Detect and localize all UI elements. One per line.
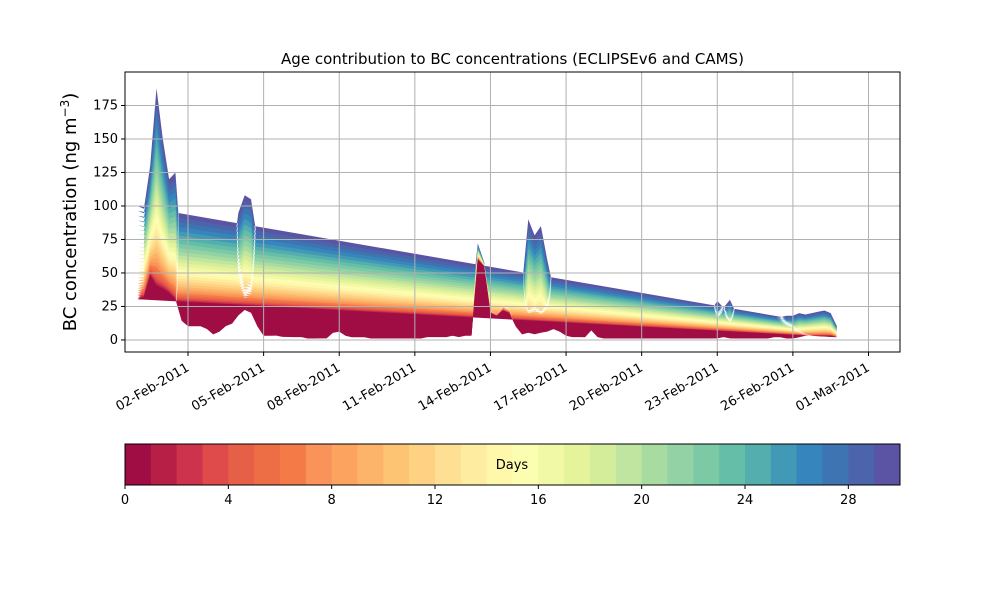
y-tick-label: 100 <box>93 199 118 214</box>
colorbar-tick-label: 8 <box>328 493 336 508</box>
y-axis-label-close: ) <box>60 93 81 100</box>
colorbar-cell <box>874 444 901 485</box>
colorbar-tick-label: 12 <box>427 493 444 508</box>
colorbar-cell <box>202 444 229 485</box>
colorbar-cell <box>745 444 772 485</box>
y-tick-label: 125 <box>93 165 118 180</box>
colorbar-ticks: 0 4 8 12 16 20 24 28 <box>121 485 857 508</box>
colorbar-cell <box>486 444 513 485</box>
y-tick-label: 75 <box>101 232 118 247</box>
y-tick-label: 25 <box>101 299 118 314</box>
y-tick-label: 150 <box>93 132 118 147</box>
y-axis-ticks: 0 25 50 75 100 125 150 175 <box>93 98 125 348</box>
colorbar-label: Days <box>496 458 529 473</box>
colorbar-cell <box>590 444 617 485</box>
colorbar-cells <box>125 444 901 485</box>
age-band-area <box>137 259 838 339</box>
colorbar: Days 0 4 8 12 16 20 24 28 <box>121 443 901 508</box>
colorbar-cell <box>254 444 281 485</box>
y-tick-label: 175 <box>93 98 118 113</box>
y-tick-label: 0 <box>110 333 118 348</box>
colorbar-tick-label: 28 <box>840 493 857 508</box>
colorbar-cell <box>150 444 178 485</box>
y-axis-label-main: BC concentration (ng m <box>60 117 81 331</box>
colorbar-cell <box>228 444 255 485</box>
colorbar-cell <box>331 444 358 485</box>
colorbar-cell <box>512 444 539 485</box>
colorbar-cell <box>719 444 746 485</box>
colorbar-cell <box>822 444 849 485</box>
colorbar-cell <box>305 444 333 485</box>
colorbar-cell <box>770 444 798 485</box>
colorbar-tick-label: 16 <box>530 493 547 508</box>
colorbar-cell <box>641 444 668 485</box>
colorbar-cell <box>435 444 462 485</box>
y-axis-label: BC concentration (ng m−3) <box>58 93 81 332</box>
colorbar-tick-label: 20 <box>633 493 650 508</box>
colorbar-frame <box>124 443 901 486</box>
colorbar-cell <box>280 444 307 485</box>
colorbar-cell <box>538 444 565 485</box>
colorbar-cell <box>176 444 203 485</box>
y-tick-label: 50 <box>101 266 118 281</box>
colorbar-cell <box>409 444 436 485</box>
colorbar-tick-label: 0 <box>121 493 129 508</box>
colorbar-cell <box>383 444 410 485</box>
colorbar-cell <box>357 444 384 485</box>
colorbar-cell <box>796 444 823 485</box>
colorbar-cell <box>564 444 591 485</box>
y-axis-label-superscript: −3 <box>58 100 72 118</box>
colorbar-tick-label: 24 <box>737 493 754 508</box>
colorbar-cell <box>125 444 152 485</box>
colorbar-tick-label: 4 <box>224 493 232 508</box>
age-stacked-areas <box>137 88 838 339</box>
colorbar-cell <box>667 444 694 485</box>
grid-lines <box>125 72 900 352</box>
colorbar-cell <box>693 444 720 485</box>
chart-title: Age contribution to BC concentrations (E… <box>281 50 744 68</box>
colorbar-cell <box>848 444 875 485</box>
plot-frame <box>124 71 901 353</box>
colorbar-cell <box>460 444 488 485</box>
colorbar-cell <box>615 444 643 485</box>
